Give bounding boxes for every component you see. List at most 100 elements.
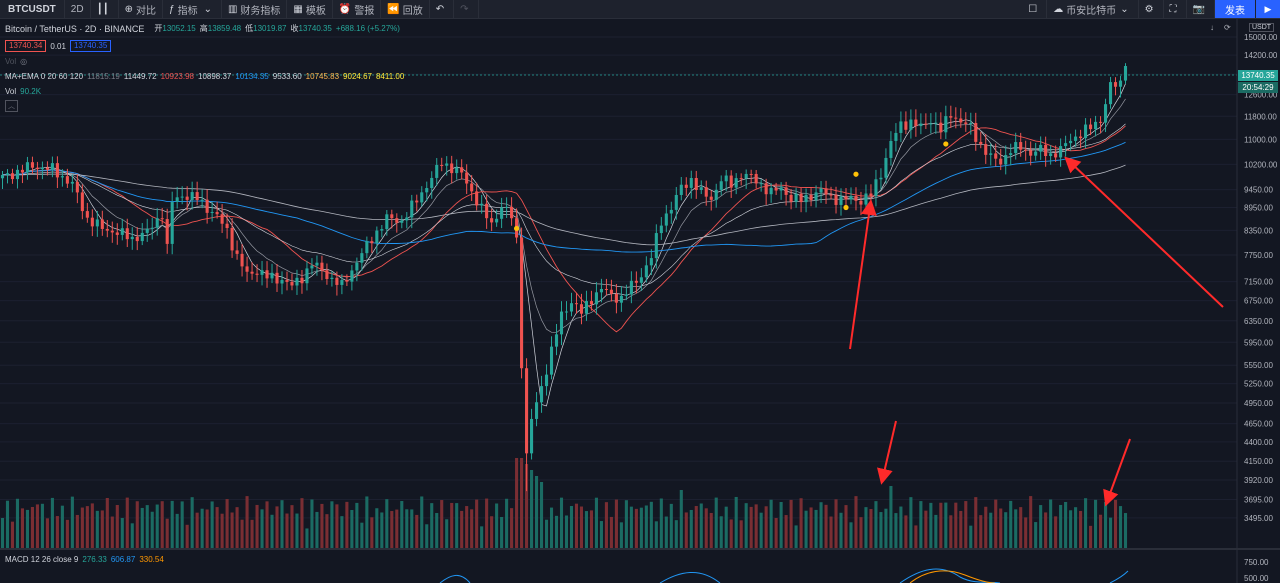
alert-button[interactable]: ⏰ 警报: [333, 0, 382, 18]
play-button[interactable]: ▶: [1255, 0, 1280, 18]
candle-body: [979, 141, 983, 145]
candle-body: [1019, 142, 1023, 150]
volume-bar: [355, 502, 359, 548]
volume-bar: [1064, 501, 1068, 548]
candle-body: [100, 219, 104, 229]
volume-bar: [729, 519, 733, 548]
price-axis-bg[interactable]: [1237, 19, 1280, 549]
volume-bar: [415, 514, 419, 548]
candle-body: [654, 233, 658, 259]
redo-button[interactable]: ↷: [454, 0, 479, 18]
templates-button[interactable]: ▦ 模板: [287, 0, 333, 18]
volume-bar: [250, 519, 254, 548]
candle-body: [405, 217, 409, 221]
volume-bar: [110, 516, 114, 548]
annotation-arrow[interactable]: [849, 199, 877, 350]
annotation-arrow[interactable]: [1103, 438, 1131, 507]
volume-bar: [475, 499, 479, 548]
candle-body: [430, 177, 434, 189]
price-chart[interactable]: 15000.0014200.0013400.0012600.0011800.00…: [0, 19, 1280, 583]
layout-button[interactable]: ☐: [1022, 0, 1048, 18]
bid-box[interactable]: 13740.34: [5, 40, 47, 52]
candle-body: [330, 277, 334, 279]
annotation-arrow[interactable]: [1064, 156, 1224, 308]
ask-box[interactable]: 13740.35: [69, 40, 112, 52]
candle-body: [110, 230, 114, 233]
ma-line: [2, 98, 1126, 334]
volume-bar: [365, 496, 369, 548]
volume-bars: [0, 458, 1128, 548]
fullscreen-button[interactable]: ⛶: [1164, 0, 1187, 18]
candle-body: [130, 236, 134, 240]
volume-bar: [0, 518, 5, 548]
macd-value: 276.33: [82, 555, 107, 564]
plus-circle-icon: ⊕: [124, 3, 134, 15]
candle-body: [365, 241, 369, 254]
volume-bar: [440, 500, 444, 548]
volume-bar: [470, 509, 474, 548]
volume-bar: [520, 458, 524, 548]
collapse-legend-button[interactable]: ︿: [5, 100, 18, 112]
volume-bar: [305, 528, 309, 548]
square-icon: ☐: [1028, 3, 1038, 15]
y-tick-label: 15000.00: [1244, 33, 1278, 42]
candle-body: [1123, 66, 1128, 81]
indicators-button[interactable]: ƒ 指标 ⌄: [163, 0, 222, 18]
snapshot-button[interactable]: 📷: [1187, 0, 1215, 18]
candle-body: [809, 194, 813, 201]
candle-body: [549, 346, 554, 375]
candle-body: [355, 262, 359, 271]
volume-bar: [814, 509, 818, 548]
currency-unit-button[interactable]: USDT: [1249, 23, 1275, 32]
candle-body: [445, 163, 449, 166]
volume-bar: [185, 524, 189, 548]
candle-body: [65, 176, 69, 184]
camera-icon: 📷: [1192, 3, 1205, 15]
candle-body: [50, 163, 54, 170]
candle-body: [70, 181, 74, 184]
signal-dot: [943, 141, 949, 147]
publish-button[interactable]: 发表: [1215, 0, 1255, 18]
volume-bar: [10, 521, 15, 548]
candle-body: [0, 174, 5, 179]
candle-body: [564, 311, 569, 313]
volume-bar: [634, 508, 638, 548]
undo-button[interactable]: ↶: [430, 0, 455, 18]
symbol-search-button[interactable]: BTCUSDT: [0, 0, 65, 18]
y-tick-label: 4950.00: [1244, 399, 1273, 408]
compare-button[interactable]: ⊕ 对比: [119, 0, 164, 18]
interval-button[interactable]: 2D: [65, 0, 91, 18]
volume-bar: [1029, 496, 1033, 548]
volume-bar: [669, 503, 673, 548]
candle-body: [629, 280, 633, 295]
financials-button[interactable]: ▥ 财务指标: [222, 0, 288, 18]
replay-button[interactable]: ⏪ 回放: [381, 0, 430, 18]
volume-bar: [764, 506, 768, 548]
volume-bar: [370, 517, 374, 548]
candle-body: [599, 288, 603, 293]
candle-body: [525, 368, 529, 454]
y-tick-label: 3495.00: [1244, 514, 1273, 523]
exchange-selector[interactable]: ☁ 币安比特币 ⌄: [1047, 0, 1139, 18]
candle-body: [569, 303, 574, 312]
candle-body: [709, 196, 713, 200]
redo-icon: ↷: [460, 3, 469, 15]
auto-scale-button[interactable]: ⟳: [1224, 23, 1231, 32]
annotation-arrow[interactable]: [877, 420, 897, 485]
volume-bar: [864, 507, 868, 548]
candle-body: [290, 281, 294, 286]
chart-style-button[interactable]: ┃┃: [91, 0, 119, 18]
volume-bar: [899, 506, 903, 548]
volume-bar: [709, 512, 713, 548]
settings-button[interactable]: ⚙: [1139, 0, 1164, 18]
volume-bar: [140, 507, 144, 548]
fullscreen-icon: ⛶: [1169, 3, 1177, 15]
volume-bar: [719, 516, 723, 548]
volume-bar: [1034, 522, 1038, 548]
volume-bar: [245, 496, 249, 548]
scale-mode-button[interactable]: ↓: [1210, 23, 1214, 32]
volume-bar: [844, 505, 848, 548]
volume-bar: [794, 525, 798, 548]
eye-off-icon[interactable]: ◎: [20, 57, 28, 66]
candle-body: [1024, 149, 1028, 151]
